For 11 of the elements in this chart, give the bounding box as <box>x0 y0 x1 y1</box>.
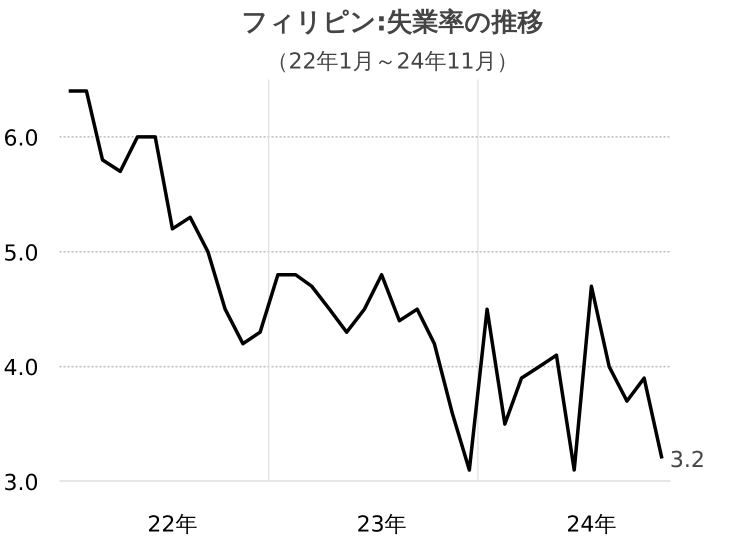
y-tick-label: 3.0 <box>4 471 39 496</box>
y-tick-label: 6.0 <box>4 126 39 152</box>
x-tick-label: 23年 <box>356 512 407 538</box>
line-series <box>66 89 664 472</box>
chart-title: フィリピン:失業率の推移 <box>241 8 544 38</box>
y-tick-label: 5.0 <box>4 241 39 266</box>
x-tick-label: 22年 <box>147 512 198 538</box>
y-tick-label: 4.0 <box>4 356 39 382</box>
annotation: 3.2 <box>670 448 705 474</box>
chart-subtitle: （22年1月～24年11月） <box>266 50 518 74</box>
x-tick-label: 24年 <box>566 512 616 538</box>
